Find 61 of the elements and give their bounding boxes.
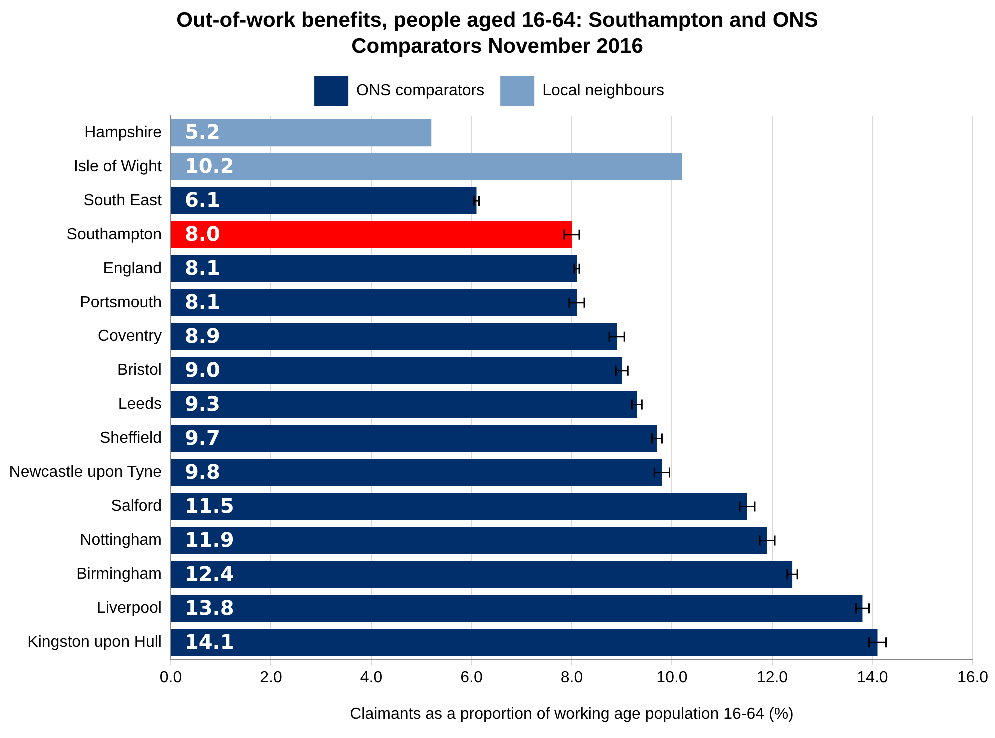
y-tick-label: Kingston upon Hull (28, 634, 162, 652)
bar (171, 187, 477, 215)
bar (171, 323, 618, 350)
data-label: 9.7 (184, 426, 220, 450)
data-label: 13.8 (184, 596, 234, 620)
bar (171, 391, 638, 418)
data-label: 6.1 (184, 188, 220, 212)
y-tick-label: South East (84, 192, 163, 210)
data-label: 12.4 (184, 562, 234, 586)
bar (171, 527, 768, 554)
y-tick-label: England (103, 260, 162, 278)
bar (171, 255, 577, 282)
x-tick-label: 6.0 (460, 670, 483, 687)
y-tick-label: Leeds (118, 396, 162, 414)
legend-label: ONS comparators (356, 82, 485, 100)
x-tick-label: 2.0 (260, 670, 282, 687)
bar (171, 221, 572, 249)
data-label: 11.9 (184, 528, 234, 552)
bar (171, 595, 863, 622)
data-label: 9.0 (184, 358, 220, 382)
x-tick-label: 16.0 (957, 670, 989, 687)
bar (171, 153, 682, 181)
data-label: 11.5 (184, 494, 234, 518)
y-tick-label: Isle of Wight (74, 158, 163, 176)
data-label: 9.3 (184, 392, 220, 416)
x-tick-label: 12.0 (756, 670, 788, 687)
x-tick-label: 14.0 (857, 670, 888, 687)
y-tick-label: Sheffield (100, 430, 162, 448)
x-axis-title: Claimants as a proportion of working age population 16-64 (%) (350, 706, 794, 723)
x-tick-label: 8.0 (560, 670, 584, 687)
y-tick-label: Nottingham (80, 532, 162, 550)
chart-title: Out-of-work benefits, people aged 16-64: Southampton and ONS Comparators November 2016 (176, 8, 820, 60)
data-label: 14.1 (184, 630, 234, 654)
data-label: 8.0 (184, 222, 220, 246)
y-tick-label: Newcastle upon Tyne (9, 464, 162, 482)
data-label: 9.8 (184, 460, 220, 484)
data-label: 5.2 (184, 120, 220, 144)
y-tick-label: Liverpool (97, 600, 162, 618)
bar (171, 629, 878, 656)
data-label: 8.9 (184, 324, 220, 348)
y-tick-label: Birmingham (76, 566, 162, 584)
legend-label: Local neighbours (542, 82, 664, 100)
x-tick-label: 10.0 (656, 670, 688, 687)
x-tick-label: 4.0 (360, 670, 383, 687)
y-tick-label: Portsmouth (80, 294, 162, 312)
y-tick-label: Hampshire (84, 124, 162, 142)
bar (171, 493, 748, 520)
bar (171, 459, 662, 486)
data-label: 10.2 (184, 154, 234, 178)
y-tick-label: Coventry (98, 328, 162, 346)
bar (171, 289, 577, 316)
y-tick-label: Salford (111, 498, 162, 516)
data-label: 8.1 (184, 256, 220, 280)
bar (171, 357, 622, 384)
y-tick-label: Bristol (118, 362, 162, 380)
x-tick-label: 0.0 (160, 670, 182, 687)
data-label: 8.1 (184, 290, 220, 314)
bar (171, 561, 793, 588)
bar (171, 119, 432, 147)
bar (171, 425, 658, 452)
y-tick-label: Southampton (66, 226, 162, 244)
